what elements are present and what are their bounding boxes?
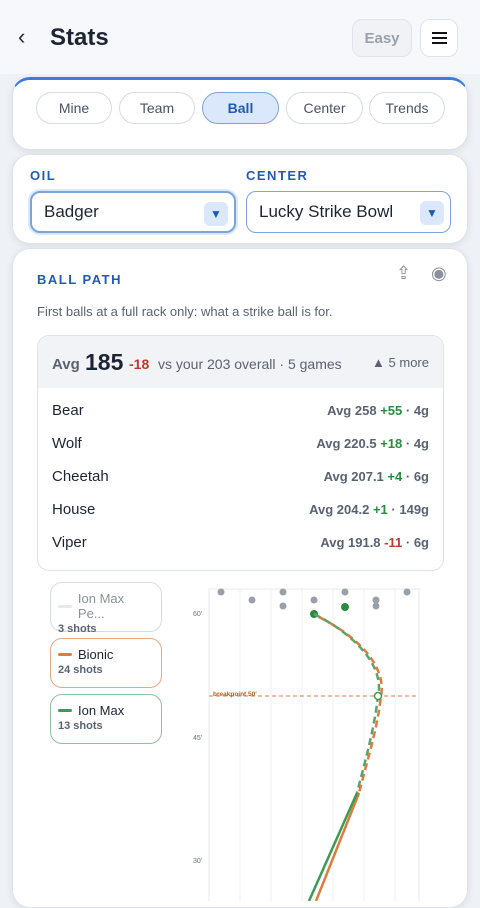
breakpoint-label: breakpoint 50' [213, 691, 257, 698]
ball-path-card: BALL PATH ⇪ ◉ First balls at a full rack… [12, 248, 468, 908]
ball-delta: +18 [380, 436, 403, 451]
y-tick: 45' [193, 735, 202, 742]
legend-item[interactable]: Bionic 24 shots [50, 638, 162, 688]
ball-row: Viper Avg 191.8 -11 · 6g [52, 526, 429, 559]
ball-avg: Avg 207.1 [323, 469, 384, 484]
avg-delta: -18 [129, 356, 150, 372]
ball-name: Cheetah [52, 468, 109, 485]
back-button[interactable]: ‹ [18, 24, 26, 49]
subtitle: First balls at a full rack only: what a … [37, 304, 333, 319]
oil-select[interactable]: Badger ▼ [30, 191, 236, 233]
ball-games: · 6g [405, 469, 429, 484]
ball-name: House [52, 501, 96, 518]
ball-name: Bear [52, 402, 84, 419]
ball-delta: +4 [387, 469, 403, 484]
center-label: CENTER [246, 168, 309, 183]
ball-avg: Avg 220.5 [316, 436, 377, 451]
view-icon[interactable]: ◉ [431, 263, 447, 283]
ball-delta: +55 [380, 403, 403, 418]
ball-name: Wolf [52, 435, 82, 452]
section-title: BALL PATH [37, 272, 122, 287]
ball-delta: +1 [372, 502, 388, 517]
center-value: Lucky Strike Bowl [259, 202, 394, 221]
ball-delta: -11 [384, 535, 403, 550]
ball-games: · 149g [391, 502, 429, 517]
legend-name: Ion Max Pe... [77, 591, 125, 621]
y-tick: 60' [193, 611, 202, 618]
oil-label: OIL [30, 168, 57, 183]
ball-row: House Avg 204.2 +1 · 149g [52, 493, 429, 526]
legend-item[interactable]: Ion Max Pe... 3 shots [50, 582, 162, 635]
avg: 185 [85, 349, 124, 375]
filter-card: OIL CENTER Badger ▼ Lucky Strike Bowl ▼ [12, 154, 468, 244]
legend-shots: 3 shots [58, 623, 97, 635]
y-tick: 30' [193, 858, 202, 865]
ball-games: · 6g [405, 535, 429, 550]
tab[interactable]: Trends [369, 92, 445, 124]
overall: vs your 203 overall · 5 games [158, 356, 342, 372]
avg-label: Avg [52, 356, 80, 373]
tab[interactable]: Ball [202, 92, 279, 124]
legend-shots: 13 shots [58, 720, 103, 732]
legend-name: Bionic [78, 647, 114, 662]
legend-name: Ion Max [78, 703, 125, 718]
ball-row: Bear Avg 258 +55 · 4g [52, 394, 429, 427]
ball-avg: Avg 258 [327, 403, 377, 418]
tab[interactable]: Center [286, 92, 363, 124]
header: ‹ Stats Easy [0, 0, 480, 74]
tab-card: Mine Team Ball Center Trends [12, 77, 468, 150]
summary-box: Avg 185 -18 vs your 203 overall · 5 game… [37, 335, 444, 571]
menu-button[interactable] [420, 19, 458, 57]
ball-row: Cheetah Avg 207.1 +4 · 6g [52, 460, 429, 493]
ball-avg: Avg 204.2 [309, 502, 370, 517]
lane-chart: 60' 45' 30' breakpoint 50' [193, 588, 420, 901]
share-icon[interactable]: ⇪ [396, 263, 412, 283]
ball-games: · 4g [405, 436, 429, 451]
more-toggle[interactable]: ▲ 5 more [372, 355, 429, 370]
legend-shots: 24 shots [58, 664, 103, 676]
ball-avg: Avg 191.8 [320, 535, 381, 550]
tab[interactable]: Team [119, 92, 195, 124]
difficulty[interactable]: Easy [352, 19, 412, 57]
center-select[interactable]: Lucky Strike Bowl ▼ [246, 191, 451, 233]
legend-item[interactable]: Ion Max 13 shots [50, 694, 162, 744]
ball-name: Viper [52, 534, 87, 551]
tab[interactable]: Mine [36, 92, 112, 124]
ball-games: · 4g [405, 403, 429, 418]
ball-row: Wolf Avg 220.5 +18 · 4g [52, 427, 429, 460]
title: Stats [50, 24, 109, 51]
oil-value: Badger [44, 202, 99, 221]
